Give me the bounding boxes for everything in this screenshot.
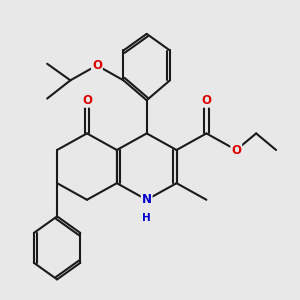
Text: O: O bbox=[231, 143, 241, 157]
Text: O: O bbox=[82, 94, 92, 107]
Text: O: O bbox=[92, 59, 102, 72]
Text: H: H bbox=[142, 213, 151, 223]
Text: N: N bbox=[142, 193, 152, 206]
Text: O: O bbox=[201, 94, 212, 107]
